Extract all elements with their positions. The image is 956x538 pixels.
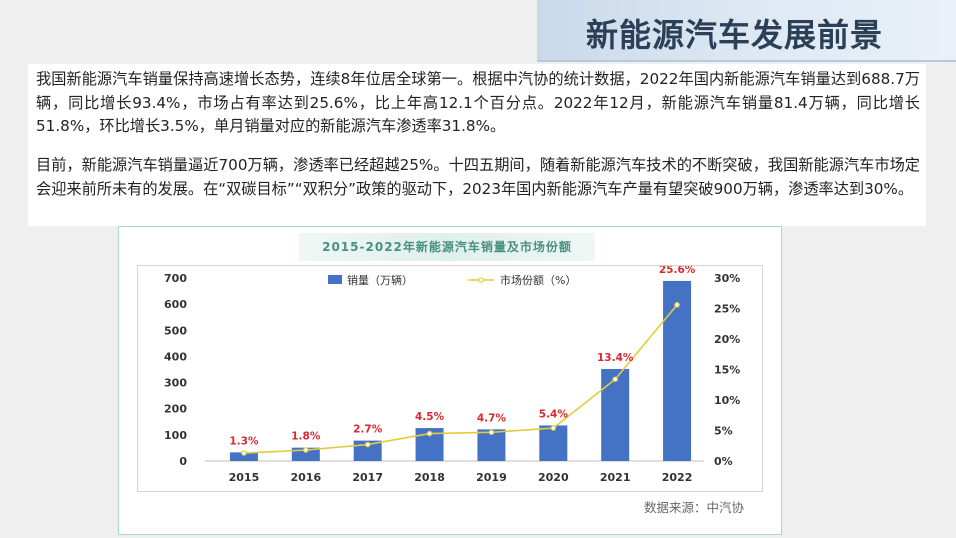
text-panel: 我国新能源汽车销量保持高速增长态势，连续8年位居全球第一。根据中汽协的统计数据，… <box>28 64 926 226</box>
data-label: 4.5% <box>415 411 445 423</box>
y-right-tick-label: 20% <box>714 333 740 346</box>
data-label: 25.6% <box>659 266 696 276</box>
legend-line-label: 市场份额（%） <box>500 273 576 287</box>
paragraph-1: 我国新能源汽车销量保持高速增长态势，连续8年位居全球第一。根据中汽协的统计数据，… <box>36 70 920 135</box>
share-point-2020 <box>550 425 557 431</box>
y-left-tick-label: 100 <box>164 429 187 442</box>
y-left-tick-label: 0 <box>179 455 187 468</box>
data-source: 数据来源：中汽协 <box>644 500 745 515</box>
x-tick-label: 2019 <box>476 471 507 484</box>
y-left-tick-label: 500 <box>164 324 187 337</box>
data-label: 1.3% <box>229 435 259 447</box>
x-tick-label: 2022 <box>662 471 693 484</box>
share-point-2017 <box>364 441 371 448</box>
y-right-tick-label: 5% <box>714 425 733 438</box>
y-right-tick-label: 30% <box>714 272 740 285</box>
share-point-2022 <box>674 302 680 308</box>
data-label: 5.4% <box>539 408 569 420</box>
data-label: 2.7% <box>353 424 383 436</box>
x-tick-label: 2018 <box>414 471 445 484</box>
share-point-2016 <box>303 447 309 453</box>
title-banner <box>537 0 956 62</box>
y-right-tick-label: 10% <box>714 394 740 407</box>
x-tick-label: 2021 <box>600 471 631 484</box>
y-left-tick-label: 400 <box>164 350 187 363</box>
x-tick-label: 2020 <box>538 471 569 484</box>
chart-svg: 0 100 200 300 400 500 600 700 0% 5% 10% 15% 20% 25% 30… <box>164 266 740 484</box>
y-right-tick-label: 0% <box>714 455 733 468</box>
bar-2020 <box>539 425 568 461</box>
data-label: 13.4% <box>597 352 634 364</box>
chart-panel: 2015-2022年新能源汽车销量及市场份额 0 100 200 300 400 500 6… <box>118 226 782 535</box>
legend-bar-swatch <box>328 275 342 284</box>
share-point-2019 <box>488 429 495 436</box>
data-label: 1.8% <box>291 431 321 443</box>
plot-area: 0 100 200 300 400 500 600 700 0% 5% 10% 15% 20% 25% 30… <box>137 265 763 492</box>
legend-bar-label: 销量（万辆） <box>347 273 413 287</box>
share-point-2015 <box>241 450 247 456</box>
page-title: 新能源汽车发展前景 <box>586 16 884 54</box>
chart-title: 2015-2022年新能源汽车销量及市场份额 <box>299 233 595 261</box>
bar-2022 <box>663 280 692 461</box>
x-tick-label: 2017 <box>352 471 383 484</box>
bar-2021 <box>601 368 630 461</box>
y-left-tick-label: 700 <box>164 272 187 285</box>
y-right-tick-label: 25% <box>714 303 740 316</box>
share-point-2021 <box>612 376 618 383</box>
y-left-tick-label: 600 <box>164 298 187 311</box>
paragraph-2: 目前，新能源汽车销量逼近700万辆，渗透率已经超越25%。十四五期间，随着新能源… <box>36 156 920 198</box>
legend-line-marker <box>478 277 484 283</box>
bar-2015 <box>229 452 258 461</box>
x-tick-label: 2016 <box>291 471 322 484</box>
share-point-2018 <box>426 430 433 437</box>
x-tick-label: 2015 <box>229 471 260 484</box>
y-left-tick-label: 300 <box>164 377 187 390</box>
y-left-tick-label: 200 <box>164 403 187 416</box>
y-right-tick-label: 15% <box>714 364 740 377</box>
share-line <box>243 304 678 454</box>
data-label: 4.7% <box>477 412 507 424</box>
